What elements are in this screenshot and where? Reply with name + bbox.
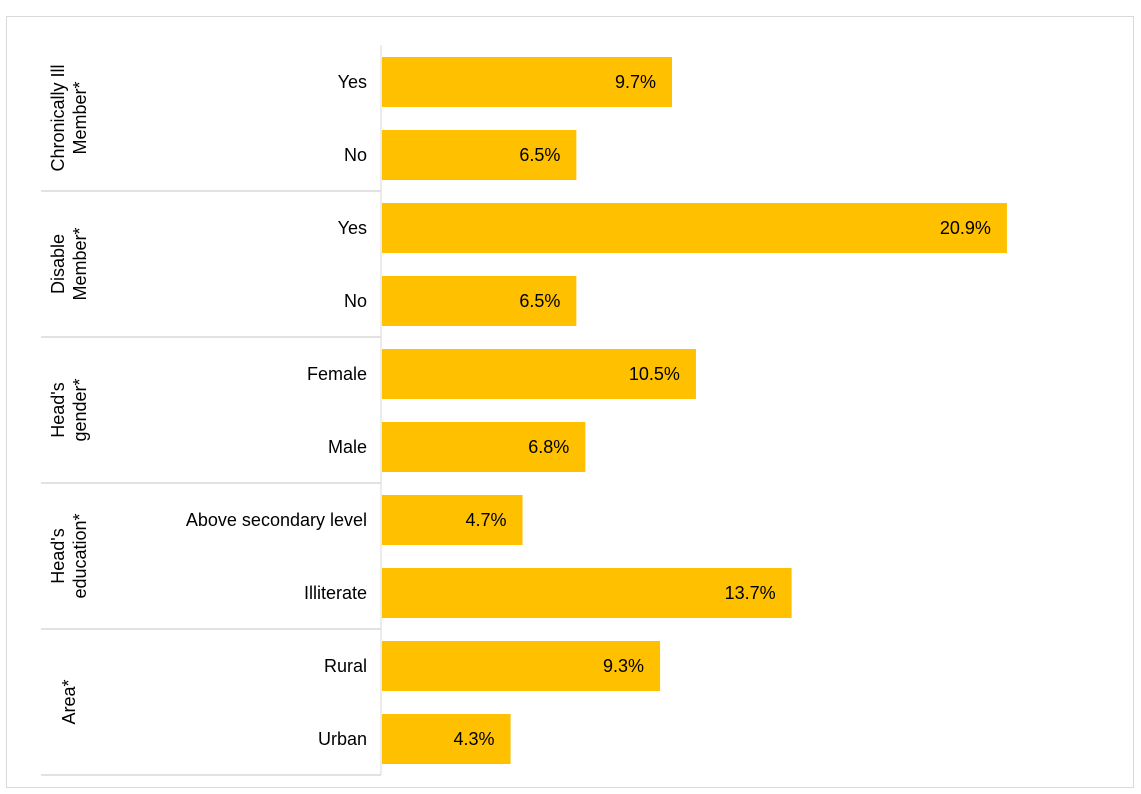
value-label: 6.8% (528, 437, 569, 457)
value-label: 20.9% (940, 218, 991, 238)
value-label: 9.3% (603, 656, 644, 676)
category-label: Male (328, 437, 367, 457)
category-label: Above secondary level (186, 510, 367, 530)
bar (382, 203, 1007, 253)
value-label: 4.3% (454, 729, 495, 749)
group-label: Area* (59, 679, 79, 724)
value-label: 6.5% (519, 145, 560, 165)
value-label: 13.7% (725, 583, 776, 603)
category-label: Yes (338, 72, 367, 92)
category-label: Illiterate (304, 583, 367, 603)
group-label: Disable Member* (48, 227, 90, 300)
value-label: 4.7% (465, 510, 506, 530)
bar (382, 422, 586, 472)
bar (382, 714, 511, 764)
bar-chart: Chronically Ill Member* Disable Member* Head… (41, 45, 1007, 776)
category-label: Female (307, 364, 367, 384)
bar (382, 349, 696, 399)
bar (382, 57, 673, 107)
group-label: Head's gender* (48, 378, 90, 441)
group-label: Chronically Ill Member* (48, 64, 90, 171)
category-label: No (344, 145, 367, 165)
category-label: Yes (338, 218, 367, 238)
group-label: Head's education* (48, 513, 90, 598)
bars (382, 57, 1007, 764)
value-labels: 9.7% 6.5% 20.9% 6.5% 10.5% 6.8% 4.7% 13.7% 9.3% 4… (454, 72, 991, 749)
chart-frame: Chronically Ill Member* Disable Member* Head… (6, 16, 1134, 788)
bar (382, 495, 523, 545)
category-label: Urban (318, 729, 367, 749)
category-labels: Yes No Yes No Female Male Above secondary leve… (186, 72, 367, 749)
group-labels: Chronically Ill Member* Disable Member* Head… (48, 64, 90, 724)
category-label: Rural (324, 656, 367, 676)
group-dividers (41, 190, 381, 776)
bar (382, 130, 577, 180)
bar (382, 641, 661, 691)
bar (382, 276, 577, 326)
bar (382, 568, 792, 618)
value-label: 10.5% (629, 364, 680, 384)
category-label: No (344, 291, 367, 311)
value-label: 6.5% (519, 291, 560, 311)
value-label: 9.7% (615, 72, 656, 92)
